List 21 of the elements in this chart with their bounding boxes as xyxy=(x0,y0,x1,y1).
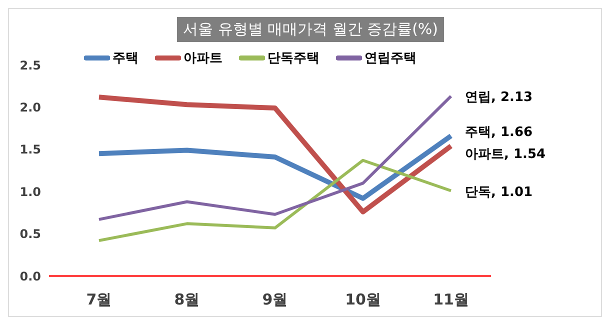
legend-label: 아파트 xyxy=(184,50,222,67)
line-series xyxy=(98,158,452,242)
x-tick-label: 7월 xyxy=(86,290,112,309)
y-tick-label: 1.5 xyxy=(20,142,41,157)
data-label: 아파트, 1.54 xyxy=(465,147,546,162)
y-tick-label: 2.5 xyxy=(20,58,41,72)
data-label: 연립, 2.13 xyxy=(465,90,533,106)
data-label: 단독, 1.01 xyxy=(465,184,533,200)
y-tick-label: 0.5 xyxy=(20,227,41,242)
legend-label: 연립주택 xyxy=(364,50,416,67)
x-tick-label: 10월 xyxy=(345,290,381,309)
legend-label: 단독주택 xyxy=(268,50,320,67)
y-tick-label: 2.0 xyxy=(20,100,41,114)
legend-label: 주택 xyxy=(112,50,138,67)
y-tick-label: 0.0 xyxy=(20,269,41,284)
chart-title: 서울 유형별 매매가격 월간 증감률(%) xyxy=(177,17,444,42)
x-tick-label: 9월 xyxy=(262,290,288,309)
x-tick-label: 11월 xyxy=(433,290,469,309)
x-tick-label: 8월 xyxy=(174,290,200,309)
y-tick-label: 1.0 xyxy=(20,184,41,199)
data-label: 주택, 1.66 xyxy=(465,124,533,140)
